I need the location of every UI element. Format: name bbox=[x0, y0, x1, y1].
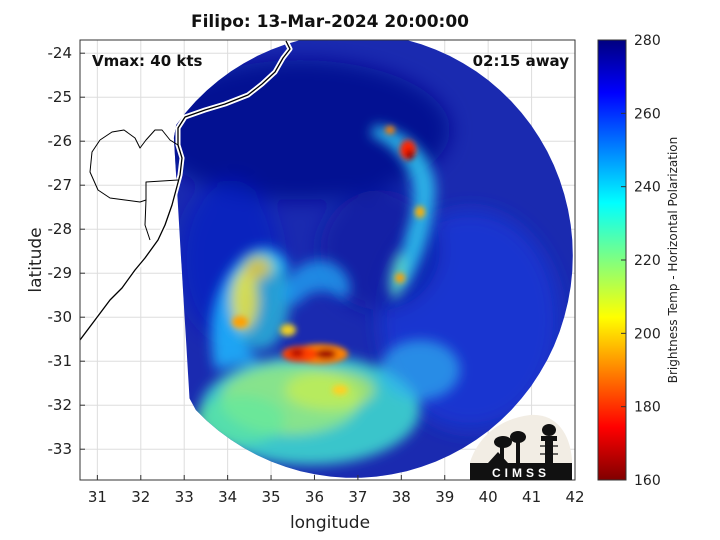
x-tick-label: 32 bbox=[131, 488, 150, 506]
colorbar-tick-label: 280 bbox=[634, 33, 661, 49]
tick-labels: 31 32 33 34 35 36 37 38 39 40 41 42 -24 -25 -26 -27 -28 -… bbox=[48, 33, 661, 506]
colorbar-tick-label: 180 bbox=[634, 400, 661, 416]
colorbar-tick-label: 240 bbox=[634, 180, 661, 196]
time-away-label: 02:15 away bbox=[472, 52, 569, 70]
y-tick-label: -28 bbox=[48, 220, 73, 238]
colorbar-ticks bbox=[621, 39, 626, 481]
y-tick-label: -32 bbox=[48, 396, 73, 414]
plot-frame bbox=[79, 39, 576, 481]
x-tick-label: 42 bbox=[565, 488, 584, 506]
x-tick-label: 31 bbox=[88, 488, 107, 506]
x-axis-label: longitude bbox=[290, 513, 370, 533]
cimss-logo-text: CIMSS bbox=[492, 466, 550, 480]
y-tick-label: -27 bbox=[48, 176, 73, 194]
y-tick-label: -33 bbox=[48, 440, 73, 458]
x-tick-label: 34 bbox=[218, 488, 237, 506]
x-tick-label: 33 bbox=[175, 488, 194, 506]
y-tick-label: -25 bbox=[48, 88, 73, 106]
colorbar-tick-label: 220 bbox=[634, 253, 661, 269]
y-axis-label: latitude bbox=[26, 227, 46, 292]
y-tick-label: -24 bbox=[48, 44, 73, 62]
x-tick-label: 38 bbox=[392, 488, 411, 506]
y-tick-label: -30 bbox=[48, 308, 73, 326]
colorbar-label: Brightness Temp - Horizontal Polarizatio… bbox=[666, 137, 680, 384]
x-tick-label: 37 bbox=[348, 488, 367, 506]
x-tick-label: 41 bbox=[522, 488, 541, 506]
brightness-temp-swath bbox=[173, 40, 573, 478]
y-tick-label: -26 bbox=[48, 132, 73, 150]
colorbar-tick-label: 200 bbox=[634, 326, 661, 342]
vmax-label: Vmax: 40 kts bbox=[92, 52, 203, 70]
y-tick-label: -31 bbox=[48, 352, 73, 370]
chart-title: Filipo: 13-Mar-2024 20:00:00 bbox=[190, 12, 469, 32]
coastline bbox=[80, 40, 293, 342]
x-tick-label: 39 bbox=[435, 488, 454, 506]
x-tick-label: 35 bbox=[262, 488, 281, 506]
x-tick-label: 36 bbox=[305, 488, 324, 506]
x-tick-label: 40 bbox=[479, 488, 498, 506]
y-tick-label: -29 bbox=[48, 264, 73, 282]
cimss-logo: CIMSS bbox=[470, 414, 572, 480]
colorbar-tick-label: 260 bbox=[634, 106, 661, 122]
colorbar-tick-label: 160 bbox=[634, 473, 661, 489]
